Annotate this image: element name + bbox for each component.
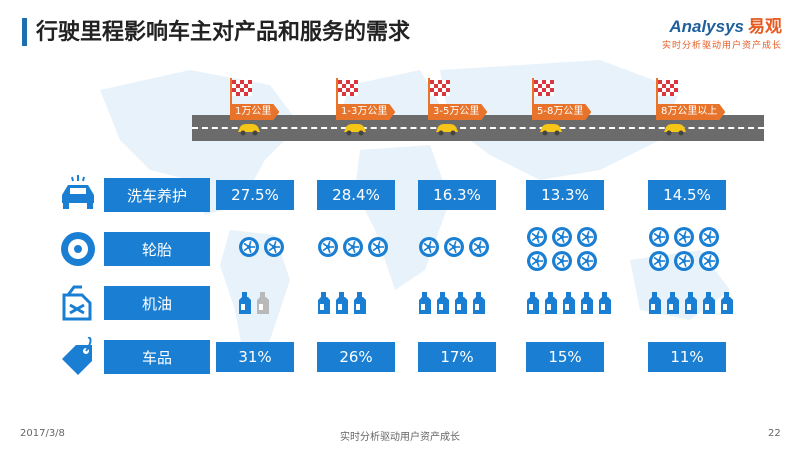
tire-icon: [649, 251, 669, 271]
oil-bottle-icon: [599, 292, 611, 314]
tire-icon: [469, 237, 489, 257]
value-cell: 14.5%: [648, 180, 726, 210]
tire-row: [648, 250, 726, 272]
oil-bottle-icon: [703, 292, 715, 314]
footer-date: 2017/3/8: [20, 428, 65, 439]
oil-bottle-icon: [649, 292, 661, 314]
oil-bottle-group: [238, 292, 270, 314]
oil-bottle-icon: [318, 292, 330, 314]
tag-icon: [62, 337, 92, 375]
logo-tagline: 实时分析驱动用户资产成长: [661, 41, 782, 51]
oil-bottle-icon: [455, 292, 467, 314]
oil-bottle-icon: [563, 292, 575, 314]
value-cell: 31%: [216, 342, 294, 372]
oil-bottle-group: [317, 292, 367, 314]
tire-icon: [577, 227, 597, 247]
value-cell: 13.3%: [526, 180, 604, 210]
tire-row: [526, 250, 604, 272]
car-icon: [540, 124, 562, 136]
tire-icon: [264, 237, 284, 257]
oil-bottle-group: [418, 292, 486, 314]
checkered-flag-icon: [532, 78, 554, 118]
tire-icon: [699, 251, 719, 271]
tire-icon: [552, 251, 572, 271]
tire-icon: [368, 237, 388, 257]
car-icon: [344, 124, 366, 136]
oil-bottle-icon: [437, 292, 449, 314]
tire-icon: [527, 227, 547, 247]
footer-tagline: 实时分析驱动用户资产成长: [340, 432, 460, 443]
tire-icon: [674, 251, 694, 271]
oil-bottle-icon: [581, 292, 593, 314]
car-icon: [62, 175, 94, 209]
category-label: 车品: [104, 340, 210, 374]
tire-icon: [649, 227, 669, 247]
value-cell: 27.5%: [216, 180, 294, 210]
oil-bottle-icon: [336, 292, 348, 314]
tire-icon: [674, 227, 694, 247]
oil-bottle-group: [526, 292, 612, 314]
oil-bottle-icon: [257, 292, 269, 314]
tire-icon: [419, 237, 439, 257]
oil-bottle-icon: [473, 292, 485, 314]
value-cell: 26%: [317, 342, 395, 372]
value-cell: 11%: [648, 342, 726, 372]
value-cell: 28.4%: [317, 180, 395, 210]
oil-bottle-icon: [545, 292, 557, 314]
mileage-stage-label: 1万公里: [230, 104, 279, 120]
tire-group: [648, 226, 726, 274]
tire-group: [317, 236, 395, 260]
category-label: 机油: [104, 286, 210, 320]
category-label: 洗车养护: [104, 178, 210, 212]
tire-icon: [552, 227, 572, 247]
tire-row: [317, 236, 395, 258]
value-cell: 16.3%: [418, 180, 496, 210]
car-icon: [238, 124, 260, 136]
checkered-flag-icon: [336, 78, 358, 118]
car-icon: [436, 124, 458, 136]
logo-text: Analysys: [669, 17, 744, 36]
tire-row: [526, 226, 604, 248]
tire-group: [238, 236, 316, 260]
oil-bottle-icon: [354, 292, 366, 314]
tire-icon: [343, 237, 363, 257]
oil-bottle-icon: [527, 292, 539, 314]
oil-bottle-icon: [685, 292, 697, 314]
oil-can-icon: [62, 285, 92, 321]
checkered-flag-icon: [428, 78, 450, 118]
oil-bottle-icon: [239, 292, 251, 314]
tire-icon: [318, 237, 338, 257]
tire-icon: [61, 232, 95, 266]
brand-logo: Analysys 易观 实时分析驱动用户资产成长: [662, 12, 782, 51]
mileage-stage-label: 3-5万公里: [428, 104, 487, 120]
tire-icon: [699, 227, 719, 247]
oil-bottle-icon: [419, 292, 431, 314]
tire-icon: [239, 237, 259, 257]
checkered-flag-icon: [656, 78, 678, 118]
tire-group: [418, 236, 496, 260]
value-cell: 15%: [526, 342, 604, 372]
tire-row: [238, 236, 316, 258]
page-number: 22: [768, 428, 781, 439]
checkered-flag-icon: [230, 78, 252, 118]
tire-icon: [577, 251, 597, 271]
oil-bottle-group: [648, 292, 734, 314]
tire-row: [418, 236, 496, 258]
car-icon: [664, 124, 686, 136]
category-label: 轮胎: [104, 232, 210, 266]
logo-cn: 易观: [748, 17, 782, 36]
mileage-stage-label: 1-3万公里: [336, 104, 395, 120]
tire-icon: [527, 251, 547, 271]
value-cell: 17%: [418, 342, 496, 372]
road-center-line: [192, 127, 764, 129]
oil-bottle-icon: [721, 292, 733, 314]
mileage-stage-label: 5-8万公里: [532, 104, 591, 120]
title-accent-bar: [22, 18, 27, 46]
oil-bottle-icon: [667, 292, 679, 314]
tire-icon: [444, 237, 464, 257]
page-title: 行驶里程影响车主对产品和服务的需求: [36, 20, 411, 45]
tire-group: [526, 226, 604, 274]
mileage-stage-label: 8万公里以上: [656, 104, 725, 120]
tire-row: [648, 226, 726, 248]
